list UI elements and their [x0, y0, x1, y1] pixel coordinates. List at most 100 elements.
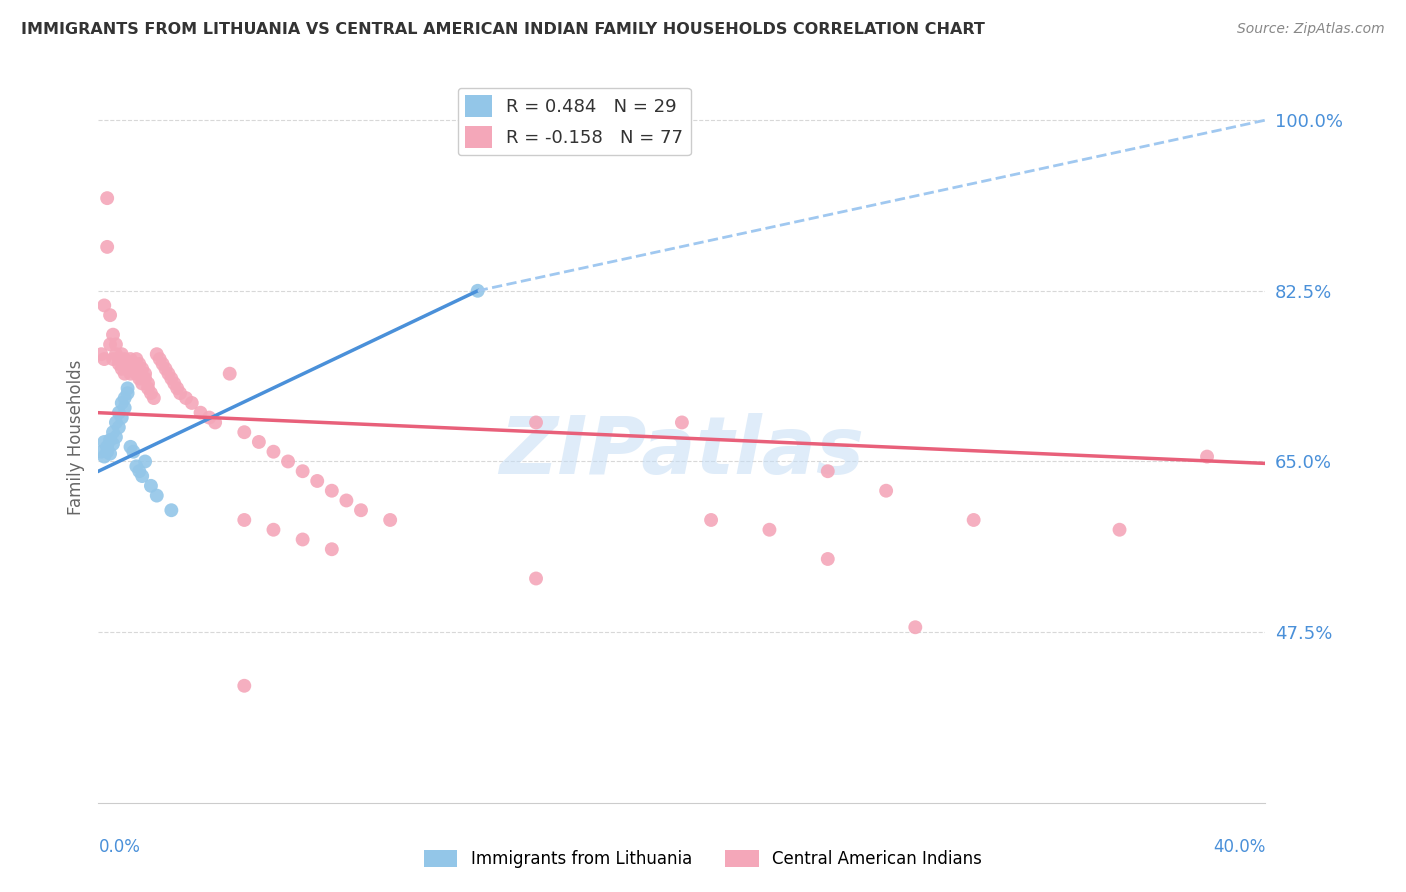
Point — [146, 347, 169, 361]
Point — [96, 444, 118, 458]
Point — [152, 357, 174, 371]
Point — [190, 406, 212, 420]
Point — [96, 191, 118, 205]
Point — [120, 440, 142, 454]
Point — [139, 386, 162, 401]
Point — [114, 401, 136, 415]
Point — [277, 454, 299, 468]
Point — [247, 434, 270, 449]
Text: Source: ZipAtlas.com: Source: ZipAtlas.com — [1237, 22, 1385, 37]
Point — [128, 357, 150, 371]
Legend: R = 0.484   N = 29, R = -0.158   N = 77: R = 0.484 N = 29, R = -0.158 N = 77 — [457, 87, 690, 155]
Point — [96, 240, 118, 254]
Point — [111, 361, 134, 376]
Point — [904, 620, 927, 634]
Point — [104, 430, 127, 444]
Point — [307, 474, 329, 488]
Point — [163, 376, 186, 391]
Point — [157, 367, 180, 381]
Point — [90, 347, 112, 361]
Point — [169, 386, 191, 401]
Point — [98, 447, 121, 461]
Point — [111, 347, 134, 361]
Point — [98, 337, 121, 351]
Point — [98, 433, 121, 447]
Point — [117, 361, 139, 376]
Point — [335, 493, 357, 508]
Point — [218, 367, 240, 381]
Point — [104, 347, 127, 361]
Point — [90, 444, 112, 458]
Point — [174, 391, 197, 405]
Point — [160, 371, 183, 385]
Point — [233, 425, 256, 440]
Point — [160, 503, 183, 517]
Point — [149, 352, 172, 367]
Point — [96, 440, 118, 454]
Legend: Immigrants from Lithuania, Central American Indians: Immigrants from Lithuania, Central Ameri… — [418, 843, 988, 875]
Point — [262, 444, 284, 458]
Point — [146, 489, 169, 503]
Point — [114, 352, 136, 367]
Text: 0.0%: 0.0% — [98, 838, 141, 855]
Point — [122, 361, 145, 376]
Point — [131, 469, 153, 483]
Point — [128, 371, 150, 385]
Point — [380, 513, 402, 527]
Point — [111, 396, 134, 410]
Point — [136, 381, 159, 395]
Point — [817, 552, 839, 566]
Point — [108, 357, 131, 371]
Point — [233, 513, 256, 527]
Point — [117, 357, 139, 371]
Point — [166, 381, 188, 395]
Point — [700, 513, 723, 527]
Point — [139, 479, 162, 493]
Point — [155, 361, 177, 376]
Point — [125, 367, 148, 381]
Point — [350, 503, 373, 517]
Point — [108, 406, 131, 420]
Point — [98, 308, 121, 322]
Text: IMMIGRANTS FROM LITHUANIA VS CENTRAL AMERICAN INDIAN FAMILY HOUSEHOLDS CORRELATI: IMMIGRANTS FROM LITHUANIA VS CENTRAL AME… — [21, 22, 986, 37]
Point — [321, 542, 343, 557]
Point — [93, 450, 115, 464]
Point — [122, 444, 145, 458]
Text: 40.0%: 40.0% — [1213, 838, 1265, 855]
Point — [131, 361, 153, 376]
Point — [122, 357, 145, 371]
Point — [120, 367, 142, 381]
Point — [962, 513, 984, 527]
Point — [108, 420, 131, 434]
Point — [204, 416, 226, 430]
Point — [1108, 523, 1130, 537]
Point — [117, 386, 139, 401]
Point — [101, 352, 124, 367]
Point — [817, 464, 839, 478]
Point — [93, 434, 115, 449]
Y-axis label: Family Households: Family Households — [66, 359, 84, 515]
Point — [114, 391, 136, 405]
Point — [671, 416, 693, 430]
Point — [758, 523, 780, 537]
Point — [114, 367, 136, 381]
Point — [93, 298, 115, 312]
Text: ZIPatlas: ZIPatlas — [499, 413, 865, 491]
Point — [101, 425, 124, 440]
Point — [134, 371, 156, 385]
Point — [142, 391, 165, 405]
Point — [291, 464, 314, 478]
Point — [101, 327, 124, 342]
Point — [93, 352, 115, 367]
Point — [131, 376, 153, 391]
Point — [875, 483, 897, 498]
Point — [117, 381, 139, 395]
Point — [1195, 450, 1218, 464]
Point — [120, 352, 142, 367]
Point — [524, 416, 547, 430]
Point — [136, 376, 159, 391]
Point — [128, 464, 150, 478]
Point — [134, 454, 156, 468]
Point — [291, 533, 314, 547]
Point — [321, 483, 343, 498]
